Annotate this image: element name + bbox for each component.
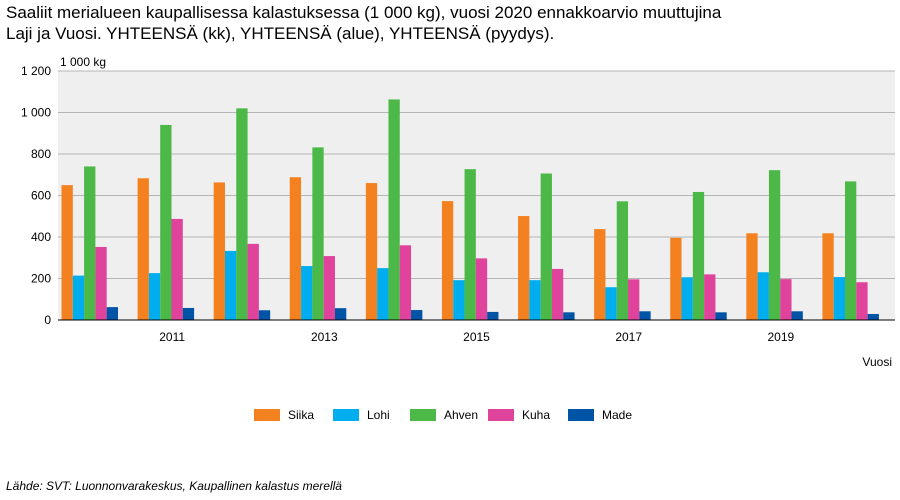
bar-made-2010	[106, 307, 118, 320]
x-tick-label: 2017	[615, 330, 642, 344]
y-tick-label: 400	[31, 230, 51, 244]
bar-kuha-2013	[323, 256, 335, 320]
bar-made-2017	[639, 311, 651, 320]
bar-made-2015	[487, 311, 499, 320]
bar-siika-2020	[822, 233, 834, 320]
bar-lohi-2013	[301, 266, 313, 320]
bar-ahven-2011	[160, 124, 172, 320]
legend-label: Kuha	[522, 408, 551, 422]
source-note: Lähde: SVT: Luonnonvarakeskus, Kaupallin…	[6, 479, 342, 493]
chart-title: Saaliit merialueen kaupallisessa kalastu…	[6, 2, 896, 44]
bar-lohi-2014	[377, 268, 389, 321]
legend-swatch	[410, 409, 436, 421]
bar-siika-2014	[365, 183, 378, 320]
legend-label: Ahven	[444, 408, 479, 422]
bar-ahven-2015	[464, 169, 476, 320]
bar-lohi-2010	[72, 275, 85, 320]
bar-kuha-2012	[247, 243, 259, 320]
legend-item-made: Made	[568, 406, 632, 424]
bar-made-2020	[867, 313, 879, 320]
bar-made-2014	[411, 310, 423, 320]
bar-kuha-2015	[475, 258, 488, 320]
bar-kuha-2017	[628, 279, 640, 320]
bar-lohi-2012	[224, 250, 237, 320]
bar-siika-2016	[518, 216, 530, 320]
x-tick-label: 2019	[768, 330, 795, 344]
x-tick-label: 2015	[463, 330, 490, 344]
y-tick-label: 200	[31, 272, 51, 286]
bar-kuha-2019	[780, 279, 792, 320]
bar-lohi-2019	[757, 272, 769, 320]
grid-lines	[58, 70, 895, 279]
y-tick-label: 800	[31, 147, 51, 161]
bar-kuha-2011	[171, 218, 183, 320]
legend-label: Siika	[288, 408, 315, 422]
bar-siika-2019	[746, 233, 758, 320]
bar-lohi-2011	[148, 273, 161, 320]
bar-made-2019	[791, 311, 803, 320]
legend: Siika Lohi Ahven Kuha Made	[0, 406, 900, 426]
legend-item-ahven: Ahven	[410, 406, 478, 424]
legend-item-kuha: Kuha	[488, 406, 550, 424]
y-tick-label: 1 000	[21, 106, 51, 120]
legend-swatch	[254, 409, 280, 421]
bar-made-2016	[563, 312, 575, 320]
bar-kuha-2014	[399, 245, 412, 320]
bar-made-2011	[182, 307, 195, 320]
y-tick-label: 1 200	[21, 64, 51, 78]
legend-swatch	[333, 409, 359, 421]
bar-siika-2017	[594, 229, 606, 320]
legend-label: Lohi	[367, 408, 390, 422]
bar-lohi-2017	[605, 287, 617, 320]
bar-kuha-2016	[551, 268, 564, 320]
y-axis-tick-labels: 0 200 400 600 800 1 000 1 200	[21, 64, 51, 327]
bar-ahven-2013	[312, 147, 324, 320]
x-axis-label: Vuosi	[862, 355, 892, 369]
legend-swatch	[568, 409, 594, 421]
bar-lohi-2015	[453, 280, 465, 320]
legend-label: Made	[602, 408, 633, 422]
bar-ahven-2012	[236, 108, 248, 320]
x-axis-tick-labels: 2011 2013 2015 2017 2019	[159, 330, 794, 344]
y-tick-label: 600	[31, 189, 51, 203]
bar-ahven-2016	[540, 173, 552, 320]
chart-title-line-1: Saaliit merialueen kaupallisessa kalastu…	[6, 3, 722, 22]
bar-kuha-2010	[95, 246, 107, 320]
bar-ahven-2018	[692, 191, 705, 320]
bar-siika-2010	[61, 185, 73, 321]
bar-kuha-2018	[704, 274, 716, 320]
bar-lohi-2020	[833, 277, 846, 320]
legend-item-lohi: Lohi	[333, 406, 390, 424]
bar-siika-2013	[289, 177, 302, 320]
bar-made-2018	[715, 312, 727, 320]
bar-kuha-2020	[856, 282, 868, 320]
bar-siika-2011	[137, 178, 149, 320]
bar-ahven-2020	[845, 181, 857, 320]
legend-item-siika: Siika	[254, 406, 314, 424]
bar-ahven-2010	[84, 166, 96, 320]
y-axis-unit-label: 1 000 kg	[60, 55, 106, 69]
x-tick-label: 2013	[311, 330, 338, 344]
bar-made-2013	[334, 308, 347, 320]
bar-ahven-2019	[768, 170, 781, 320]
bar-ahven-2014	[388, 99, 400, 321]
bar-made-2012	[258, 310, 271, 320]
chart-title-line-2: Laji ja Vuosi. YHTEENSÄ (kk), YHTEENSÄ (…	[6, 24, 555, 43]
x-tick-label: 2011	[159, 330, 185, 344]
bar-siika-2012	[213, 182, 225, 320]
legend-swatch	[488, 409, 514, 421]
bar-lohi-2018	[681, 277, 693, 320]
bars	[61, 99, 879, 321]
bar-ahven-2017	[616, 201, 629, 320]
bar-siika-2018	[670, 237, 682, 320]
y-tick-label: 0	[44, 313, 51, 327]
bar-siika-2015	[441, 201, 454, 320]
bar-lohi-2016	[529, 280, 541, 320]
bar-chart: 0 200 400 600 800 1 000 1 200 2011 2013 2015 2017…	[21, 55, 895, 369]
